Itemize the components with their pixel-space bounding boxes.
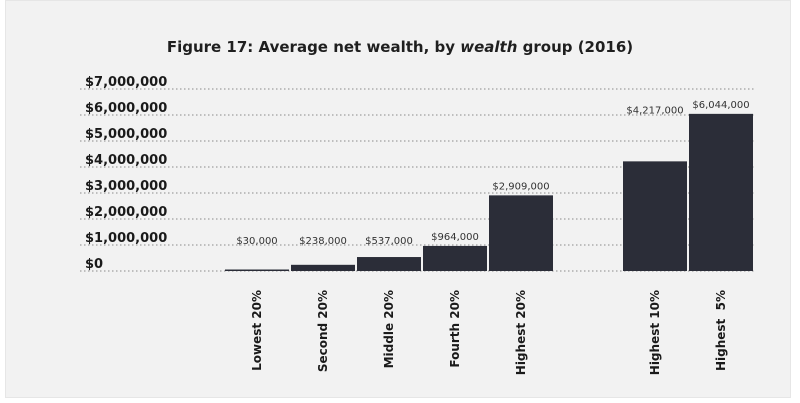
y-tick-label: $0	[85, 257, 103, 272]
bar	[623, 161, 687, 271]
y-axis-tick-labels: $0 $1,000,000 $2,000,000 $3,000,000 $4,000,0…	[85, 75, 167, 272]
x-tick-label: Second 20%	[316, 290, 330, 372]
bar	[689, 113, 753, 271]
data-label: $6,044,000	[692, 100, 749, 111]
y-tick-label: $2,000,000	[85, 205, 167, 220]
data-label: $964,000	[431, 232, 479, 243]
chart-title-part-3: group (2016)	[517, 38, 633, 56]
x-tick-label: Fourth 20%	[448, 290, 462, 368]
chart-title-part-1: Figure 17: Average net wealth, by	[167, 38, 460, 56]
y-tick-label: $7,000,000	[85, 75, 167, 90]
bar	[489, 195, 553, 271]
bar	[357, 257, 421, 271]
bar	[291, 264, 355, 271]
gridlines	[80, 88, 754, 272]
y-tick-label: $6,000,000	[85, 101, 167, 116]
y-tick-label: $5,000,000	[85, 127, 167, 142]
bar	[225, 269, 289, 271]
data-label: $2,909,000	[492, 181, 549, 192]
data-label: $537,000	[365, 236, 413, 247]
data-label: $30,000	[236, 236, 277, 247]
x-tick-label: Highest 20%	[514, 290, 528, 375]
x-axis-tick-labels: Lowest 20% Second 20% Middle 20% Fourth 20%…	[250, 290, 728, 375]
y-tick-label: $4,000,000	[85, 153, 167, 168]
y-tick-label: $3,000,000	[85, 179, 167, 194]
bar	[423, 245, 487, 271]
x-tick-label: Highest 5%	[714, 290, 728, 371]
y-tick-label: $1,000,000	[85, 231, 167, 246]
x-tick-label: Middle 20%	[382, 290, 396, 368]
data-label: $238,000	[299, 236, 347, 247]
chart-title: Figure 17: Average net wealth, by wealth…	[167, 38, 633, 56]
chart-title-emphasis: wealth	[460, 38, 517, 56]
data-label: $4,217,000	[626, 105, 683, 116]
data-labels: $30,000 $238,000 $537,000 $964,000 $2,909,00…	[236, 100, 749, 247]
bars	[225, 113, 753, 271]
x-tick-label: Highest 10%	[648, 290, 662, 375]
x-tick-label: Lowest 20%	[250, 290, 264, 371]
